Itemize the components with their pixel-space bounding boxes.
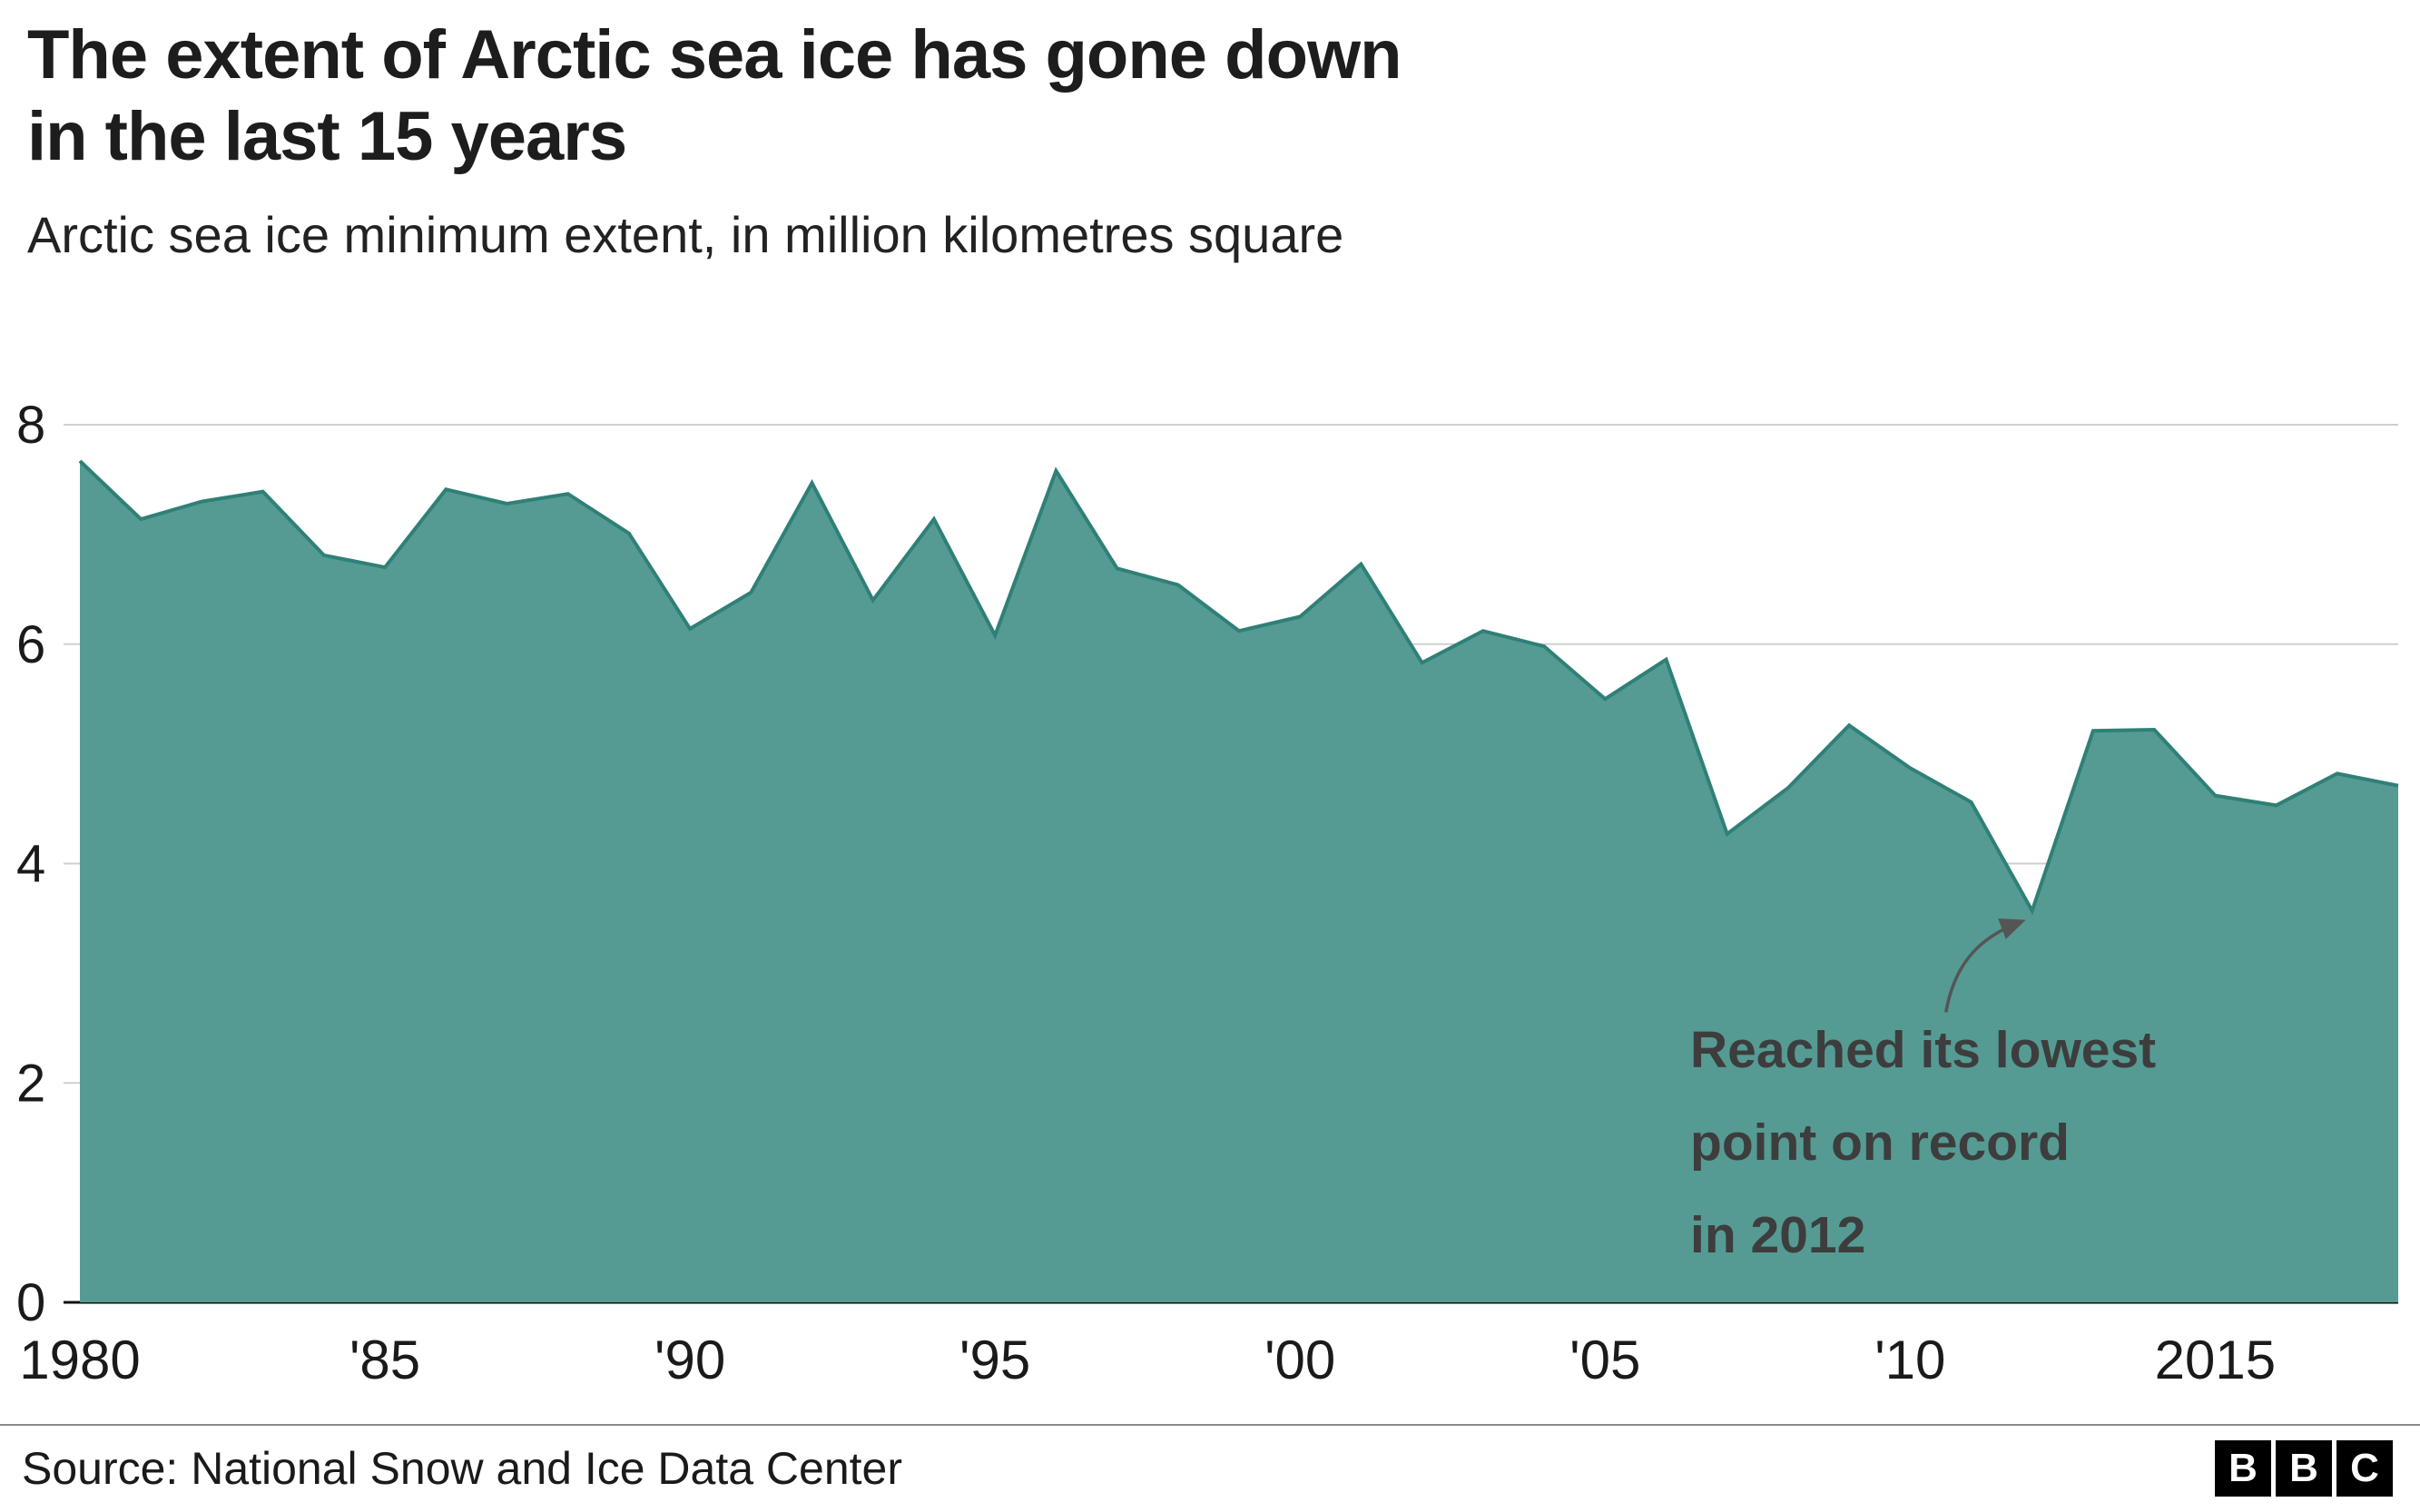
annotation-text-line: Reached its lowest — [1690, 1021, 2156, 1079]
chart-title: The extent of Arctic sea ice has gone do… — [27, 15, 2393, 177]
x-tick-label: '85 — [349, 1330, 420, 1390]
x-tick-label: '00 — [1264, 1330, 1335, 1390]
sea-ice-line — [78, 458, 2399, 915]
footer-divider — [0, 1423, 2420, 1426]
x-tick-label: 1980 — [19, 1330, 140, 1390]
chart-header: The extent of Arctic sea ice has gone do… — [0, 0, 2420, 266]
x-axis-labels: 1980 '85 '90 '95 '00 '05 '10 2015 — [19, 1330, 2276, 1390]
chart-subtitle: Arctic sea ice minimum extent, in millio… — [27, 206, 1344, 264]
source-text: Source: National Snow and Ice Data Cente… — [22, 1442, 902, 1494]
x-tick-label: '90 — [654, 1330, 725, 1390]
annotation-arrow — [1944, 918, 2026, 1013]
area-chart: 0 2 4 6 8 1980 '85 '90 '95 '00 '05 '10 2015 Reached… — [16, 396, 2399, 1390]
y-tick-label: 8 — [16, 396, 45, 455]
y-tick-label: 4 — [16, 834, 45, 893]
annotation-text-line: point on record — [1690, 1114, 2070, 1172]
bbc-logo-letter-b2: B — [2276, 1439, 2332, 1497]
annotation-2012: Reached its lowest point on record in 2012 — [1690, 918, 2156, 1264]
footer: Source: National Snow and Ice Data Cente… — [0, 1426, 2420, 1497]
x-tick-label: '05 — [1569, 1330, 1640, 1390]
x-tick-label: '10 — [1874, 1330, 1945, 1390]
x-tick-label: 2015 — [2155, 1330, 2276, 1390]
annotation-text-line: in 2012 — [1690, 1206, 1865, 1264]
bbc-logo-letter-c: C — [2336, 1439, 2393, 1497]
bbc-logo-letter-b1: B — [2215, 1439, 2271, 1497]
y-tick-label: 6 — [16, 614, 45, 673]
chart-title-line2: in the last 15 years — [27, 97, 627, 175]
chart-title-line1: The extent of Arctic sea ice has gone do… — [27, 16, 1402, 93]
x-tick-label: '95 — [959, 1330, 1030, 1390]
sea-ice-area-series — [78, 458, 2399, 1302]
y-tick-label: 0 — [16, 1273, 45, 1332]
y-tick-label: 2 — [16, 1054, 45, 1113]
y-axis-labels: 0 2 4 6 8 — [16, 396, 45, 1332]
sea-ice-area — [80, 460, 2398, 1302]
bbc-logo: B B C — [2215, 1439, 2393, 1497]
